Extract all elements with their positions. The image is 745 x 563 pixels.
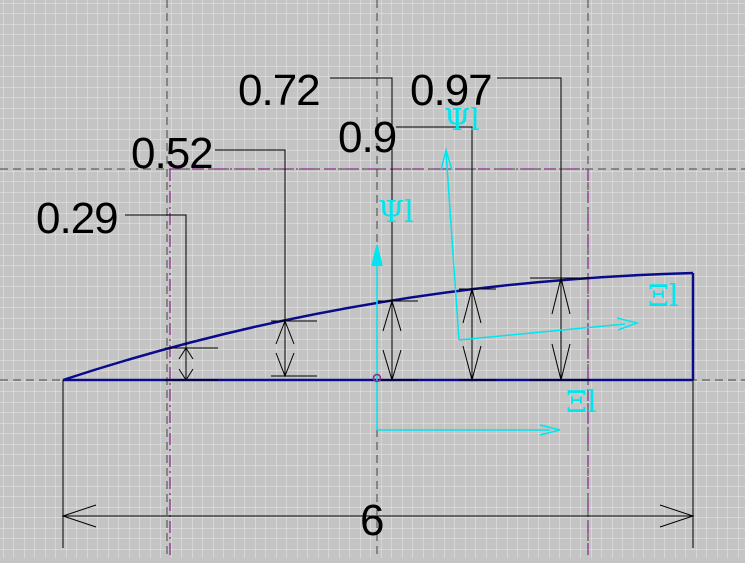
profile-curve[interactable] [62,271,694,382]
dim-label-09[interactable]: 0.9 [338,113,397,162]
psi-symbol-outer: Ψl [444,103,480,138]
length-dimension [61,380,695,548]
coordinate-axes [371,147,640,436]
construction-lines [169,168,589,558]
xi-symbol-bottom: Ξl [566,385,597,420]
dim-label-097[interactable]: 0.97 [410,66,493,115]
origin-marker[interactable] [372,373,382,383]
dim-label-029[interactable]: 0.29 [36,194,119,243]
xi-symbol-right: Ξl [648,279,679,314]
dim-label-052[interactable]: 0.52 [131,129,214,178]
height-dimensions [125,77,590,382]
dim-label-072[interactable]: 0.72 [238,66,321,115]
dim-label-length[interactable]: 6 [360,496,384,545]
psi-symbol-inner: Ψl [378,195,414,230]
